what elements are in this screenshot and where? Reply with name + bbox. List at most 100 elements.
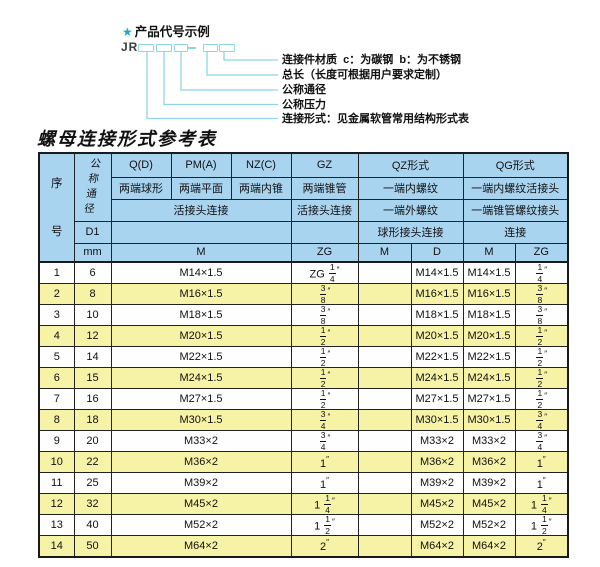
code-dash	[188, 47, 196, 49]
cell-qz-d: M33×2	[410, 430, 464, 452]
header-empty-gz	[290, 220, 359, 244]
table-row: 5 14 M22×1.5 1 2 ″ M22×1.5 M22×1.5 1 2 ″	[38, 346, 569, 368]
cell-qg-zg: 1 2 ″	[514, 367, 569, 389]
cell-qz-d: M45×2	[410, 493, 464, 515]
header-q-desc: 两端球形	[110, 176, 172, 200]
cell-qg-m: M22×1.5	[462, 346, 516, 368]
table-row: 10 22 M36×2 1″ M36×2 M36×2 1″	[38, 451, 569, 473]
cell-qz-m	[357, 261, 412, 284]
header-dn: 公称通径	[73, 152, 112, 222]
table-body: 1 6 M14×1.5 ZG 1 4 ″ M14×1.5 M14×1.5 1 4 ″ 2 8 M16×1.…	[38, 261, 569, 557]
cell-qz-m	[357, 472, 412, 494]
table-row: 7 16 M27×1.5 1 2 ″ M27×1.5 M27×1.5 1 2 ″	[38, 388, 569, 410]
code-segment-box-4	[203, 44, 218, 52]
header-qz-desc2: 一端外螺纹	[357, 198, 464, 222]
cell-dn: 32	[73, 493, 112, 515]
code-label-material: 连接件材质 c：为碳钢 b：为不锈钢	[282, 54, 462, 66]
cell-seq: 10	[38, 451, 75, 473]
cell-seq: 5	[38, 346, 75, 368]
cell-seq: 1	[38, 261, 75, 284]
cell-qz-d: M52×2	[410, 514, 464, 536]
nut-connection-reference-table: 序号 公称通径 Q(D) PM(A) NZ(C) GZ QZ形式 QG形式 两端…	[38, 152, 569, 558]
diagram-heading-text: 产品代号示例	[134, 25, 210, 39]
cell-qz-d: M14×1.5	[410, 261, 464, 284]
cell-dn: 15	[73, 367, 112, 389]
cell-qg-m: M45×2	[462, 493, 516, 515]
cell-qz-m	[357, 535, 412, 557]
cell-qz-d: M18×1.5	[410, 304, 464, 326]
table-row: 6 15 M24×1.5 1 2 ″ M24×1.5 M24×1.5 1 2 ″	[38, 367, 569, 389]
header-m-label: M	[110, 242, 292, 263]
header-qg-m-label: M	[462, 242, 516, 263]
cell-zg: 1 1 2 ″	[290, 514, 359, 536]
cell-seq: 2	[38, 283, 75, 305]
header-zg-label: ZG	[290, 242, 359, 263]
product-code-prefix: JR	[121, 40, 139, 54]
cell-qg-m: M33×2	[462, 430, 516, 452]
cell-qg-m: M20×1.5	[462, 325, 516, 347]
cell-seq: 6	[38, 367, 75, 389]
cell-qz-m	[357, 367, 412, 389]
cell-seq: 14	[38, 535, 75, 557]
cell-seq: 13	[38, 514, 75, 536]
table-row: 11 25 M39×2 1″ M39×2 M39×2 1″	[38, 472, 569, 494]
cell-qg-zg: 1 1 2 ″	[514, 514, 569, 536]
cell-qz-m	[357, 409, 412, 431]
header-col-nz: NZ(C)	[230, 152, 292, 178]
cell-m: M20×1.5	[110, 325, 292, 347]
cell-qg-m: M18×1.5	[462, 304, 516, 326]
header-qz-m-label: M	[357, 242, 412, 263]
cell-dn: 40	[73, 514, 112, 536]
header-col-q: Q(D)	[110, 152, 172, 178]
header-col-qg: QG形式	[462, 152, 569, 178]
cell-qg-zg: 3 4 ″	[514, 409, 569, 431]
cell-m: M16×1.5	[110, 283, 292, 305]
cell-zg: 3 4 ″	[290, 409, 359, 431]
cell-m: M27×1.5	[110, 388, 292, 410]
header-col-pm: PM(A)	[170, 152, 232, 178]
code-label-length: 总长（长度可根据用户要求定制）	[282, 69, 447, 81]
cell-seq: 12	[38, 493, 75, 515]
header-dn-label: 公称通径	[83, 158, 102, 216]
cell-seq: 9	[38, 430, 75, 452]
cell-dn: 12	[73, 325, 112, 347]
header-empty-m	[110, 220, 292, 244]
cell-seq: 8	[38, 409, 75, 431]
cell-qg-m: M36×2	[462, 451, 516, 473]
cell-m: M14×1.5	[110, 261, 292, 284]
header-gz-desc: 两端锥管	[290, 176, 359, 200]
cell-m: M33×2	[110, 430, 292, 452]
header-pm-desc: 两端平面	[170, 176, 232, 200]
header-qz-desc1: 一端内螺纹	[357, 176, 464, 200]
cell-m: M30×1.5	[110, 409, 292, 431]
cell-qz-m	[357, 346, 412, 368]
table-row: 3 10 M18×1.5 3 8 ″ M18×1.5 M18×1.5 3 8 ″	[38, 304, 569, 326]
cell-zg: 1 2 ″	[290, 367, 359, 389]
cell-qg-m: M27×1.5	[462, 388, 516, 410]
header-qg-zg-label: ZG	[514, 242, 569, 263]
cell-dn: 18	[73, 409, 112, 431]
cell-qz-d: M22×1.5	[410, 346, 464, 368]
table-row: 12 32 M45×2 1 1 4 ″ M45×2 M45×2 1 1 4 ″	[38, 493, 569, 515]
cell-seq: 4	[38, 325, 75, 347]
cell-seq: 7	[38, 388, 75, 410]
cell-qg-m: M64×2	[462, 535, 516, 557]
header-nz-desc: 两端内锥	[230, 176, 292, 200]
cell-zg: 1 2 ″	[290, 346, 359, 368]
cell-dn: 20	[73, 430, 112, 452]
cell-dn: 6	[73, 261, 112, 284]
cell-qz-m	[357, 304, 412, 326]
table-row: 8 18 M30×1.5 3 4 ″ M30×1.5 M30×1.5 3 4 ″	[38, 409, 569, 431]
cell-qg-zg: 1 2 ″	[514, 325, 569, 347]
cell-qz-m	[357, 388, 412, 410]
cell-zg: 3 8 ″	[290, 304, 359, 326]
header-union-conn: 活接头连接	[110, 198, 292, 222]
cell-qz-d: M64×2	[410, 535, 464, 557]
code-label-connection: 连接形式：见金属软管常用结构形式表	[282, 113, 469, 125]
cell-qg-m: M39×2	[462, 472, 516, 494]
header-mm: mm	[73, 242, 112, 263]
header-seq: 序号	[38, 152, 75, 263]
cell-zg: 1 1 4 ″	[290, 493, 359, 515]
cell-dn: 50	[73, 535, 112, 557]
cell-zg: 1 2 ″	[290, 325, 359, 347]
